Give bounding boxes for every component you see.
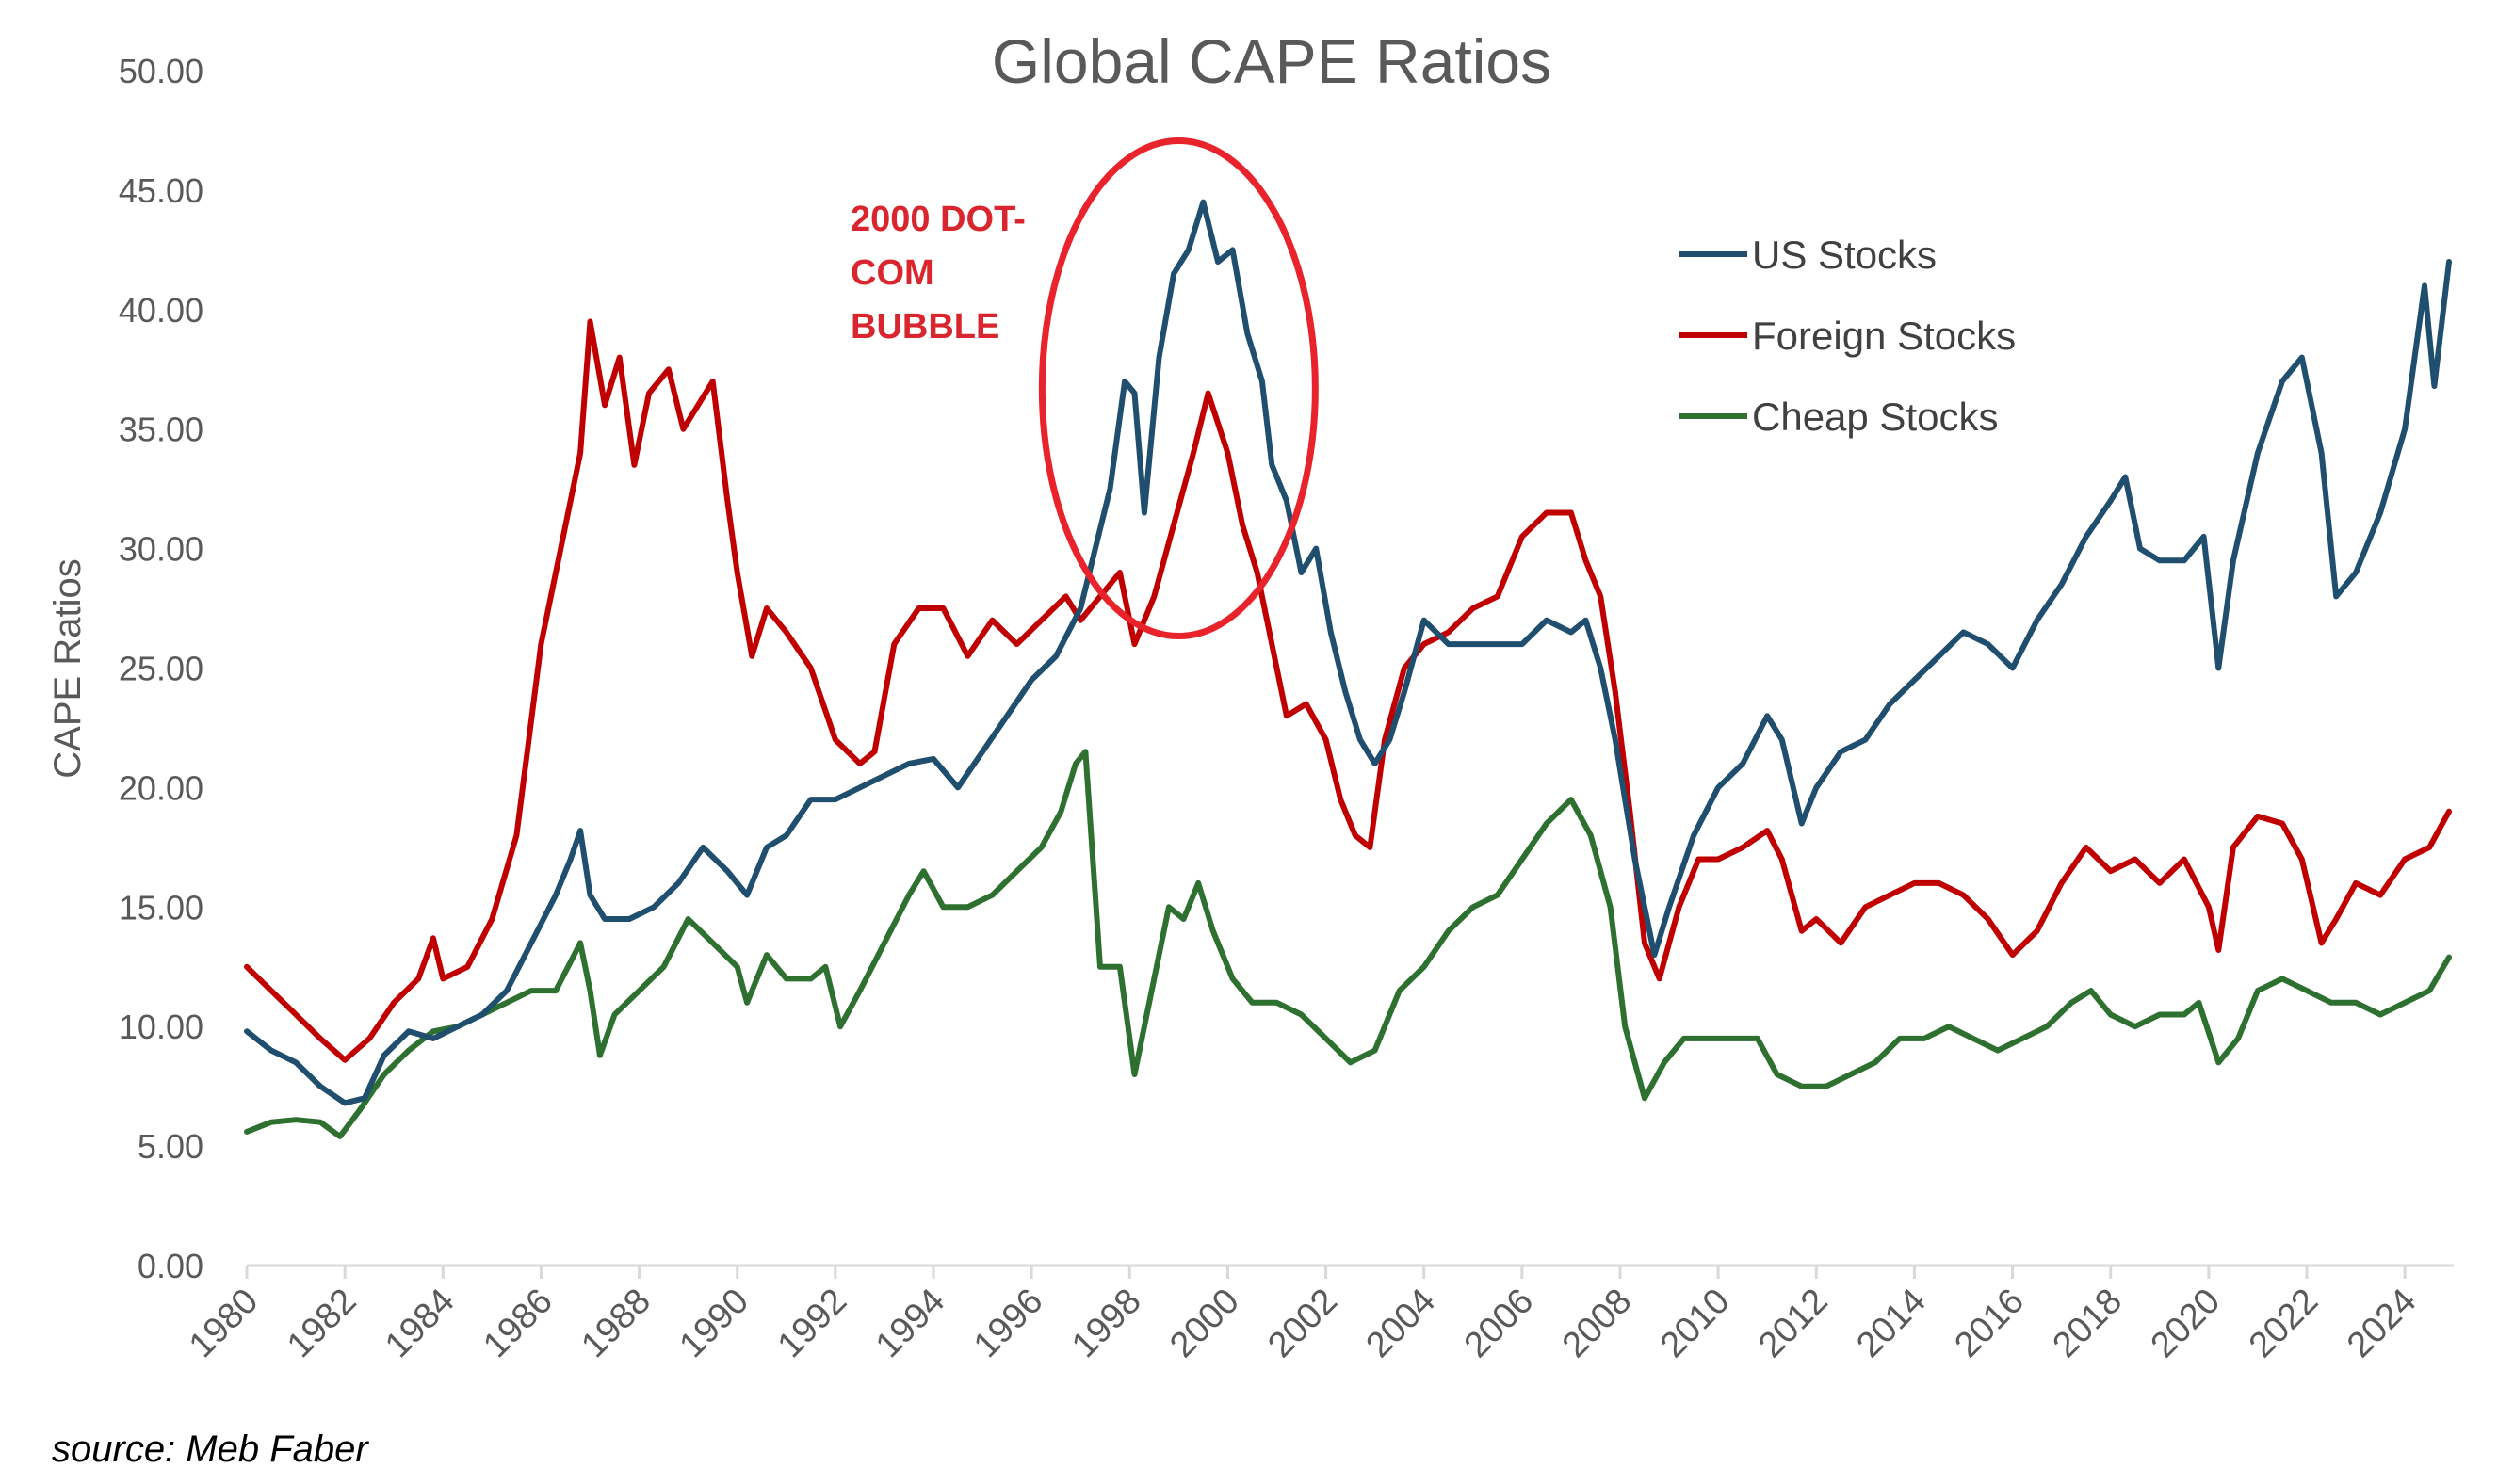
y-tick-label: 35.00: [119, 411, 203, 449]
y-tick-label: 20.00: [119, 768, 203, 807]
source-note: source: Meb Faber: [52, 1428, 369, 1470]
annotation-line: BUBBLE: [851, 307, 999, 347]
y-tick-label: 0.00: [138, 1247, 203, 1285]
series-lines: [244, 199, 2452, 1139]
y-tick-label: 50.00: [119, 52, 203, 90]
dotcom-bubble-ellipse: [1038, 137, 1319, 640]
chart-title: Global CAPE Ratios: [992, 26, 1551, 96]
y-tick-label: 25.00: [119, 650, 203, 688]
series-line-foreign-stocks: [244, 318, 2452, 1063]
legend-label: US Stocks: [1752, 233, 1937, 277]
series-line-cheap-stocks: [244, 749, 2452, 1139]
y-tick-label: 45.00: [119, 171, 203, 210]
legend: US Stocks Foreign Stocks Cheap Stocks: [1679, 233, 2016, 439]
annotation-line: 2000 DOT-: [851, 200, 1026, 239]
y-tick-label: 10.00: [119, 1008, 203, 1046]
series-line-us-stocks: [244, 199, 2452, 1106]
y-tick-label: 5.00: [138, 1127, 203, 1166]
y-axis-ticks: 0.00 5.00 10.00 15.00 20.00 25.00 30.00 35.00 40…: [119, 52, 203, 1285]
dotcom-bubble-annotation: 2000 DOT- COM BUBBLE: [851, 200, 1026, 347]
legend-label: Foreign Stocks: [1752, 314, 2016, 358]
legend-label: Cheap Stocks: [1752, 395, 1998, 439]
annotation-line: COM: [851, 253, 934, 293]
x-axis-ticks: 1980 1982 1984 1986 1988 1990 1992 1994 1996 1998…: [182, 1266, 2424, 1365]
y-axis-label: CAPE Ratios: [47, 558, 89, 778]
y-tick-label: 30.00: [119, 530, 203, 569]
y-tick-label: 15.00: [119, 888, 203, 927]
y-tick-label: 40.00: [119, 291, 203, 330]
